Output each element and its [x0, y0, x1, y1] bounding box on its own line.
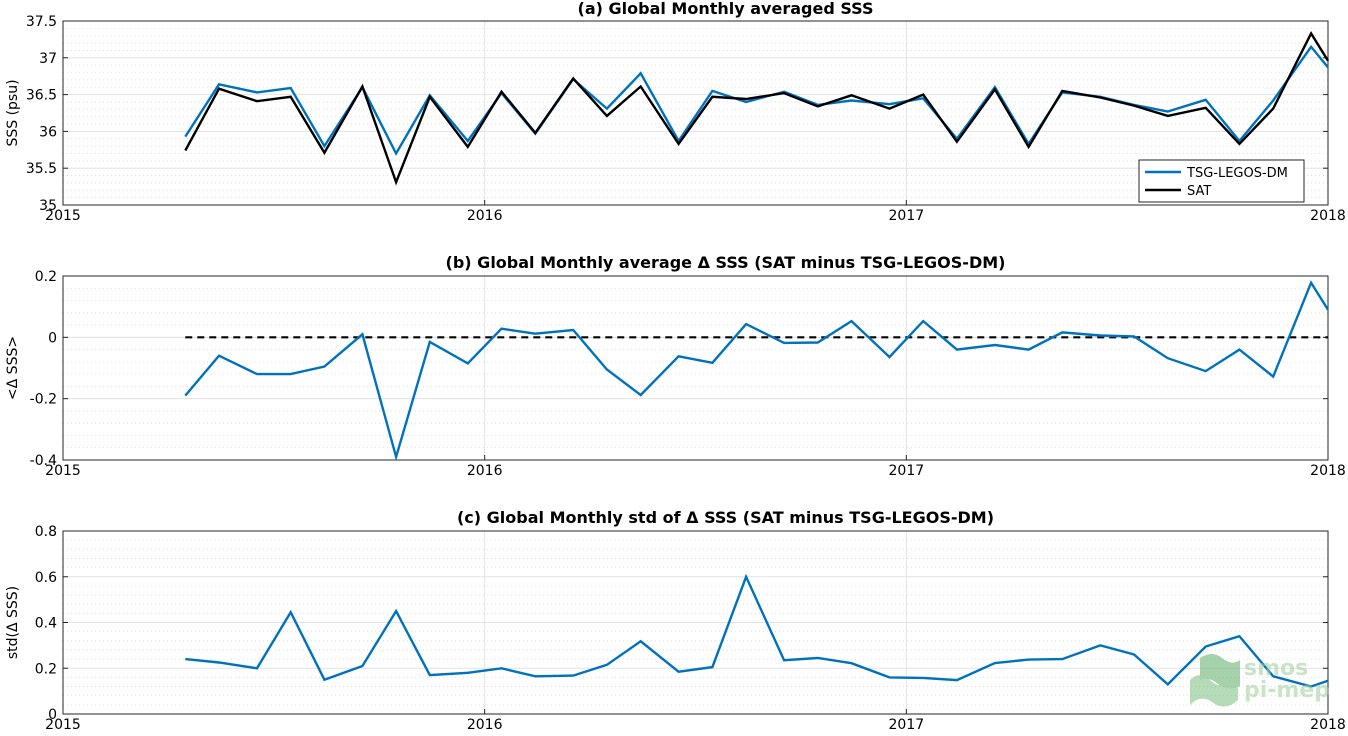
smos-pi-mep-logo: smos pi-mep: [1190, 654, 1330, 707]
panels: 2015 2016 2017 2018 35 35.5 36 36.5 37 37.5 (a) Gl…: [5, 0, 1346, 733]
panel-title: (c) Global Monthly std of Δ SSS (SAT min…: [457, 508, 994, 527]
series-line-delta-sss: [184, 280, 1330, 462]
x-tick-label: 2015: [45, 717, 81, 733]
x-tick-label: 2018: [1310, 463, 1346, 479]
wave-icon: [1190, 675, 1238, 707]
wave-icon-back: [1200, 654, 1240, 689]
watermark-line1: smos: [1244, 656, 1308, 681]
x-tick-label: 2015: [45, 463, 81, 479]
y-axis-label: SSS (psu): [5, 79, 21, 146]
y-axis-label: <Δ SSS>: [5, 336, 21, 400]
y-tick-label: 37.5: [26, 14, 57, 30]
axes-box: [62, 275, 1329, 461]
x-tick-label: 2017: [889, 717, 925, 733]
y-tick-label: 0.2: [35, 269, 57, 285]
y-tick-label: 35.5: [26, 161, 57, 177]
y-tick-label: 0: [48, 330, 57, 346]
x-tick-label: 2016: [467, 208, 503, 224]
watermark-line2: pi-mep: [1244, 678, 1330, 703]
legend: TSG-LEGOS-DM SAT: [1138, 159, 1305, 203]
panel-a: 2015 2016 2017 2018 35 35.5 36 36.5 37 37.5 (a) Gl…: [5, 0, 1346, 224]
y-tick-label: 36.5: [26, 88, 57, 104]
axes-box: [62, 20, 1329, 206]
y-tick-label: -0.4: [30, 453, 57, 469]
y-axis-label: std(Δ SSS): [5, 586, 21, 659]
y-tick-label: 35: [39, 198, 57, 214]
y-tick-label: 0.8: [35, 524, 57, 540]
panel-title: (a) Global Monthly averaged SSS: [578, 0, 874, 18]
panel-c: 2015 2016 2017 2018 0 0.2 0.4 0.6 0.8 (c) Global …: [5, 508, 1346, 733]
series-line-sat: [184, 31, 1330, 186]
y-tick-label: 0: [48, 707, 57, 723]
x-tick-label: 2018: [1310, 208, 1346, 224]
y-tick-label: 0.6: [35, 570, 57, 586]
x-tick-label: 2015: [45, 208, 81, 224]
panel-b: 2015 2016 2017 2018 -0.4 -0.2 0 0.2 (b) Global M…: [5, 253, 1346, 479]
legend-label: TSG-LEGOS-DM: [1186, 166, 1288, 181]
x-tick-label: 2016: [467, 463, 503, 479]
y-tick-label: 36: [39, 124, 57, 140]
x-tick-label: 2017: [889, 463, 925, 479]
y-tick-label: -0.2: [30, 392, 57, 408]
y-tick-label: 0.2: [35, 661, 57, 677]
series-line-delta-sss: [185, 573, 1329, 688]
x-tick-label: 2017: [889, 208, 925, 224]
legend-label: SAT: [1187, 184, 1211, 199]
x-tick-label: 2016: [467, 717, 503, 733]
x-tick-label: 2018: [1310, 717, 1346, 733]
y-tick-label: 37: [39, 51, 57, 67]
panel-title: (b) Global Monthly average Δ SSS (SAT mi…: [446, 253, 1006, 272]
plot-area: [63, 21, 1328, 205]
legend-box: [1138, 159, 1305, 203]
y-tick-label: 0.4: [35, 616, 57, 632]
plot-area: [63, 276, 1328, 460]
